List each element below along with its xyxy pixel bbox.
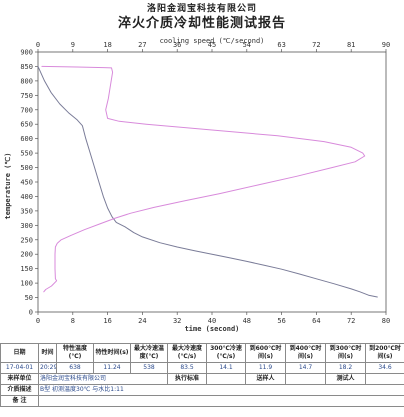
- top-tick-label: 0: [36, 41, 40, 49]
- val-max-cool-temp: 538: [130, 362, 168, 374]
- sender-label: 送样人: [245, 373, 286, 385]
- hdr-to-400: 到400℃时间(s): [285, 343, 326, 363]
- y-tick-label: 600: [20, 135, 33, 143]
- y-tick-label: 900: [20, 49, 33, 57]
- val-to-600: 11.9: [245, 362, 286, 374]
- x-tick-label: 40: [208, 317, 216, 325]
- top-tick-label: 36: [173, 41, 181, 49]
- note-label: 备 注: [0, 395, 39, 407]
- y-tick-label: 450: [20, 179, 33, 187]
- y-tick-label: 50: [25, 294, 33, 302]
- x-axis-label: time (second): [185, 325, 240, 333]
- medium-value: B型 初测温度30℃ 与水比1:11: [38, 384, 404, 396]
- company-name: 洛阳金润宝科技有限公司: [146, 4, 257, 14]
- y-tick-label: 850: [20, 63, 33, 71]
- hdr-to-600: 到600℃时间(s): [245, 343, 286, 363]
- top-tick-label: 63: [277, 41, 285, 49]
- y-tick-label: 550: [20, 150, 33, 158]
- y-tick-label: 250: [20, 236, 33, 244]
- x-tick-label: 72: [347, 317, 355, 325]
- tester-label: 测试人: [325, 373, 366, 385]
- top-tick-label: 27: [138, 41, 146, 49]
- hdr-char-time: 特性时间(s): [93, 343, 131, 363]
- hdr-char-temp: 特性温度(℃): [56, 343, 94, 363]
- x-tick-label: 48: [243, 317, 251, 325]
- temperature-time-curve: [37, 65, 378, 298]
- x-tick-label: 80: [382, 317, 390, 325]
- y-tick-label: 200: [20, 251, 33, 259]
- val-char-time: 11.24: [93, 362, 131, 374]
- y-tick-label: 150: [20, 265, 33, 273]
- note-value: [38, 395, 404, 407]
- y-tick-label: 300: [20, 222, 33, 230]
- x-tick-label: 64: [312, 317, 320, 325]
- y-tick-label: 100: [20, 280, 33, 288]
- val-char-temp: 638: [56, 362, 94, 374]
- val-speed-300: 14.1: [206, 362, 246, 374]
- top-tick-label: 81: [347, 41, 355, 49]
- unit-label: 来样单位: [0, 373, 39, 385]
- top-tick-label: 9: [71, 41, 75, 49]
- standard-label: 执行标准: [167, 373, 207, 385]
- hdr-max-cool-speed: 最大冷速度(℃/s): [167, 343, 207, 363]
- top-tick-label: 90: [382, 41, 390, 49]
- standard-value: [206, 373, 246, 385]
- y-tick-label: 400: [20, 193, 33, 201]
- hdr-date: 日期: [0, 343, 39, 363]
- y-tick-label: 800: [20, 77, 33, 85]
- x-tick-label: 8: [71, 317, 75, 325]
- tester-value: [365, 373, 404, 385]
- x-tick-label: 0: [36, 317, 40, 325]
- val-to-300: 18.2: [325, 362, 366, 374]
- y-tick-label: 650: [20, 121, 33, 129]
- hdr-max-cool-temp: 最大冷速温度(℃): [130, 343, 168, 363]
- plot-area: [37, 51, 387, 313]
- x-tick-label: 24: [138, 317, 146, 325]
- hdr-speed-300: 300℃冷速(℃/s): [206, 343, 246, 363]
- val-max-cool-speed: 83.5: [167, 362, 207, 374]
- hdr-time: 时间: [38, 343, 57, 363]
- hdr-to-200: 到200℃时间(s): [365, 343, 404, 363]
- y-tick-label: 750: [20, 92, 33, 100]
- y-tick-label: 500: [20, 164, 33, 172]
- top-tick-label: 18: [103, 41, 111, 49]
- val-time: 20:29: [38, 362, 57, 374]
- y-tick-label: 350: [20, 207, 33, 215]
- cooling-chart: 0 9 18 27 36 45 54 63 72 81 90 0 8 16 24 32 40 48 56 64 72 8…: [4, 37, 390, 333]
- top-tick-label: 54: [243, 41, 251, 49]
- top-tick-label: 72: [312, 41, 320, 49]
- report-title: 淬火介质冷却性能测试报告: [117, 16, 286, 31]
- unit-value: 洛阳金润宝科技有限公司: [38, 373, 168, 385]
- y-tick-label: 0: [29, 309, 33, 317]
- x-tick-label: 16: [103, 317, 111, 325]
- sender-value: [285, 373, 326, 385]
- val-to-400: 14.7: [285, 362, 326, 374]
- val-date: 17-04-01: [0, 362, 39, 374]
- x-tick-label: 56: [277, 317, 285, 325]
- medium-label: 介质描述: [0, 384, 39, 396]
- val-to-200: 34.6: [365, 362, 404, 374]
- y-axis-label: temperature (℃): [4, 153, 12, 220]
- top-axis-label: cooling speed (℃/second): [160, 37, 265, 45]
- top-tick-label: 45: [208, 41, 216, 49]
- cooling-speed-curve: [41, 65, 366, 293]
- x-tick-label: 32: [173, 317, 181, 325]
- y-tick-label: 700: [20, 106, 33, 114]
- results-table: 日期 时间 特性温度(℃) 特性时间(s) 最大冷速温度(℃) 最大冷速度(℃/…: [0, 343, 404, 407]
- hdr-to-300: 到300℃时间(s): [325, 343, 366, 363]
